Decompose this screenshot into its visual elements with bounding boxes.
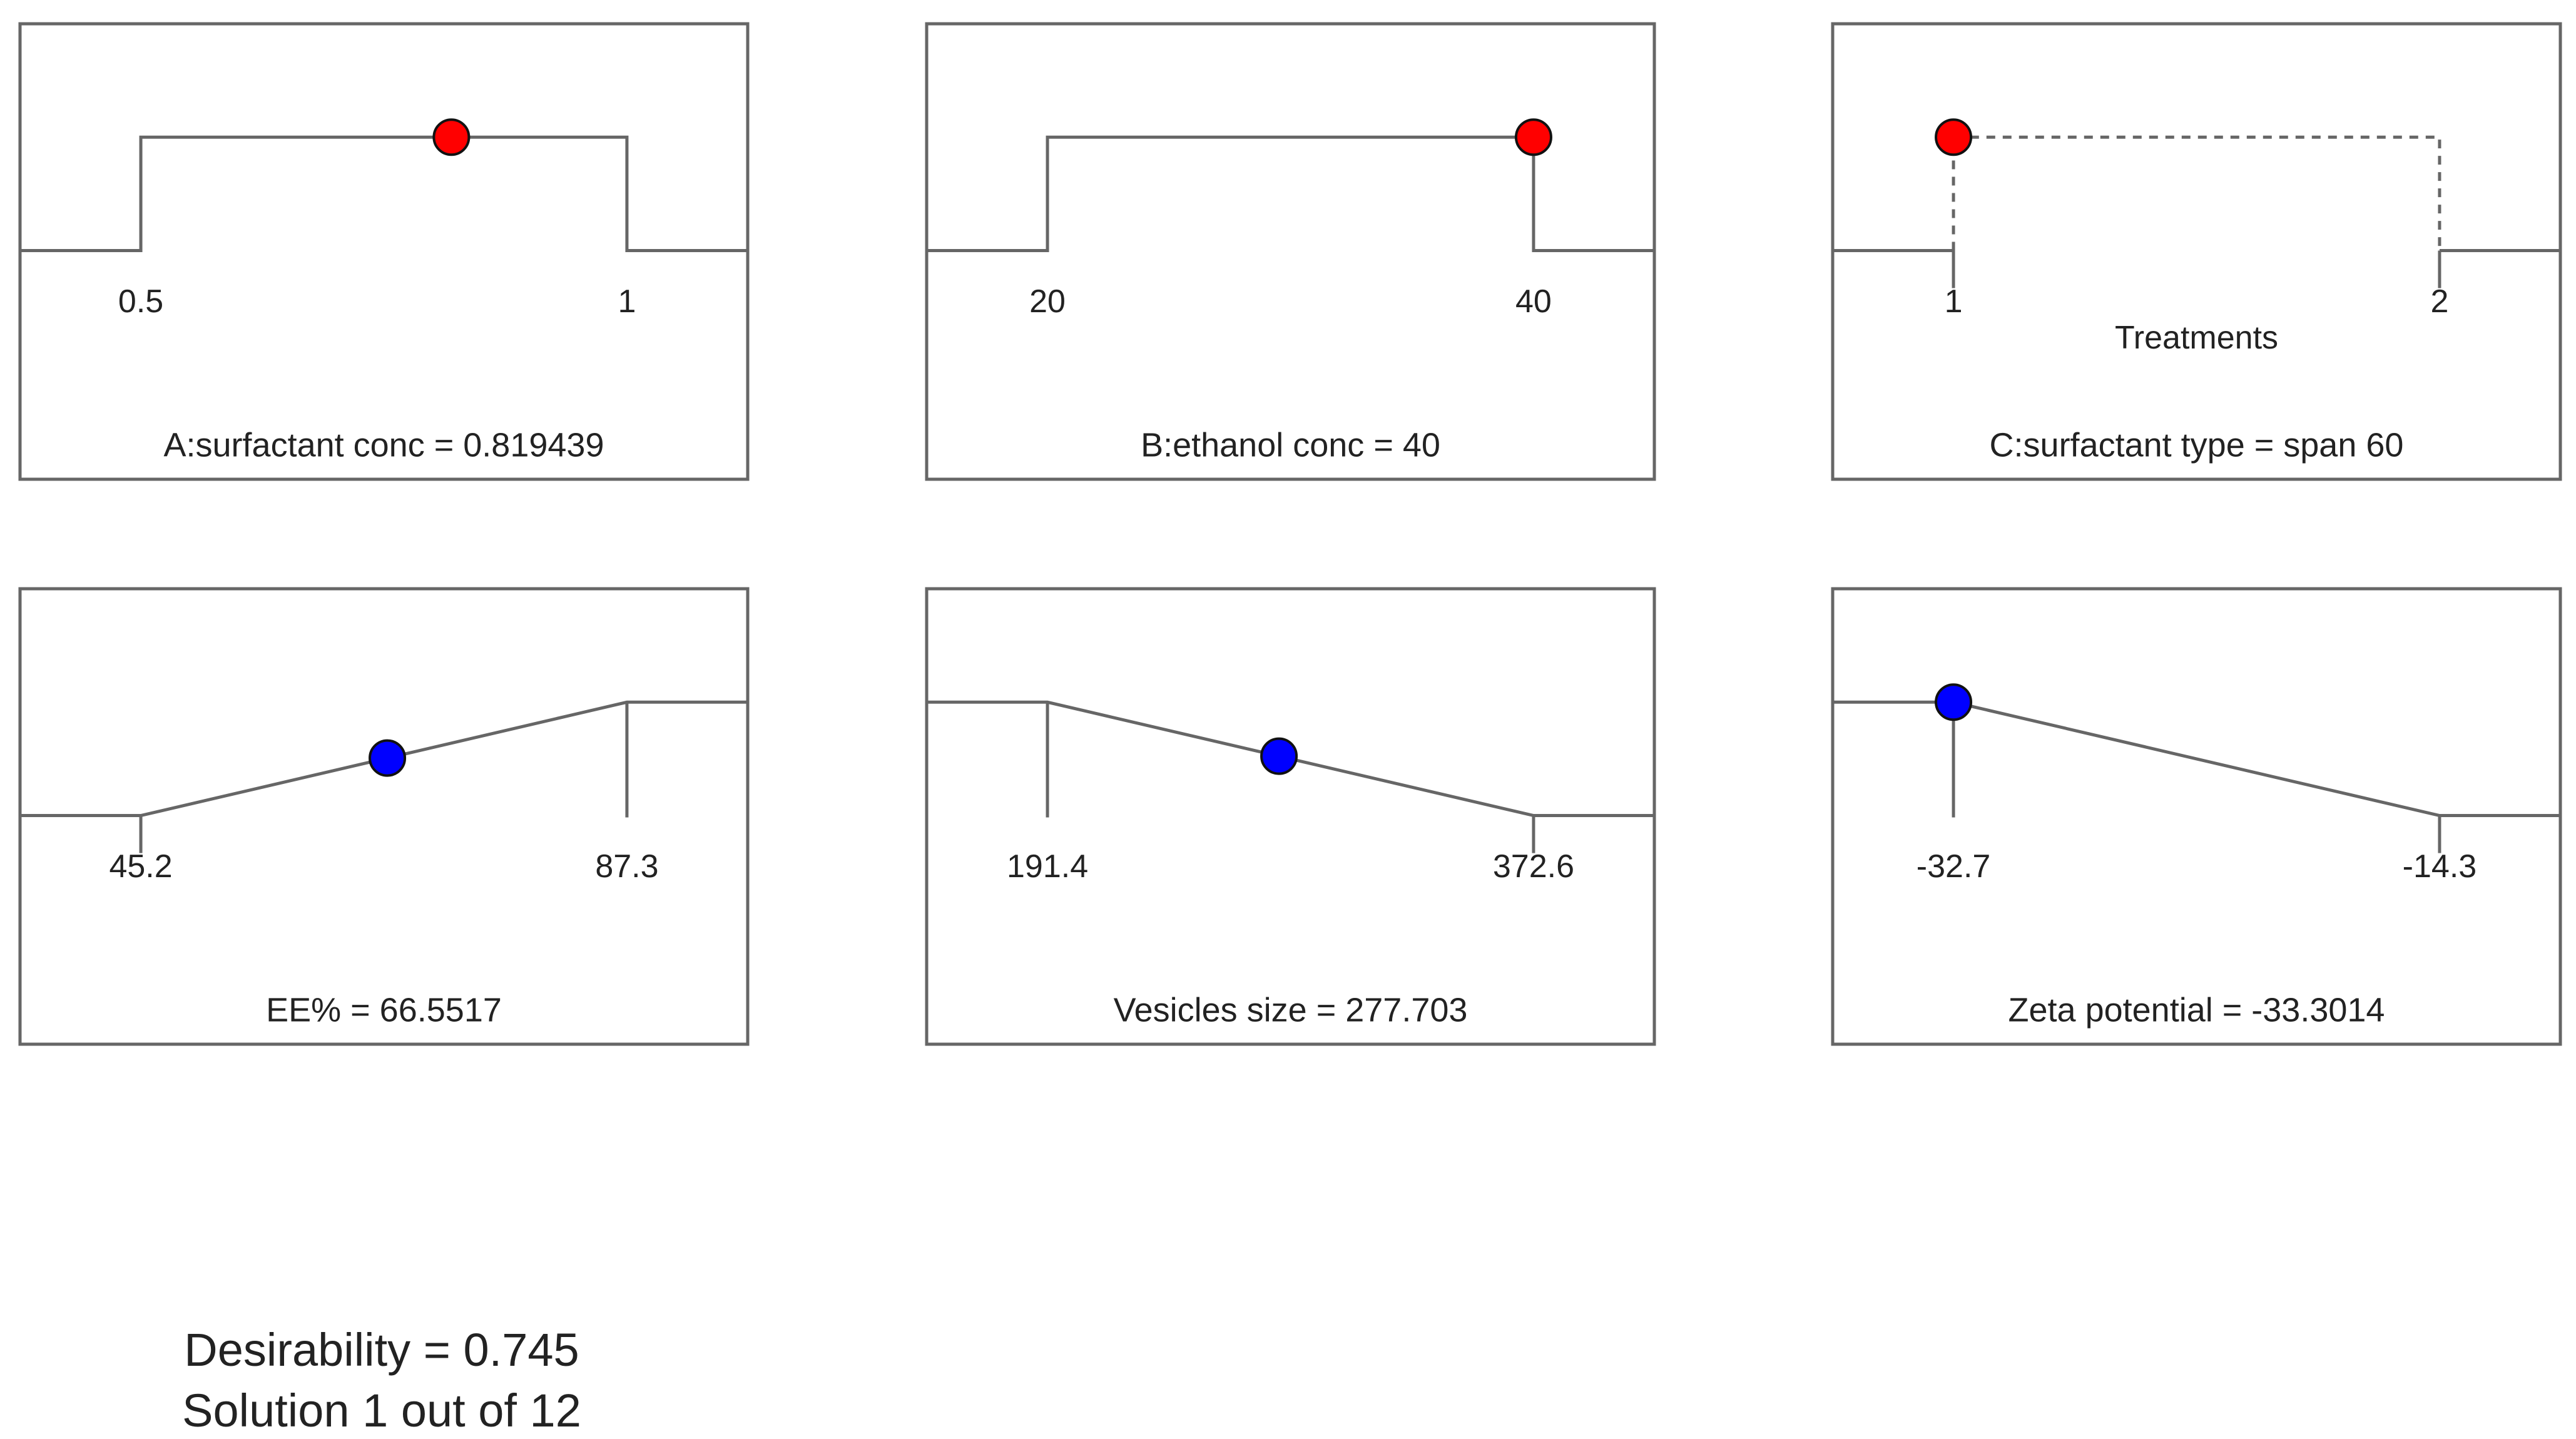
solution-marker <box>1935 683 1973 721</box>
ramp-line-dashed <box>1952 135 2441 251</box>
low-tick-label: 191.4 <box>1007 848 1088 885</box>
panel-caption: Zeta potential = -33.3014 <box>2008 992 2385 1029</box>
panel-6: -32.7 -14.3 Zeta potential = -33.3014 <box>1831 587 2562 1046</box>
panel-caption: EE% = 66.5517 <box>266 992 502 1029</box>
low-tick-label: 1 <box>1945 283 1963 320</box>
panel-caption: B:ethanol conc = 40 <box>1141 427 1440 464</box>
solution-marker <box>369 739 407 777</box>
high-tick-label: -14.3 <box>2403 848 2477 885</box>
low-tick-label: -32.7 <box>1917 848 1991 885</box>
panel-3: 1 2 Treatments C:surfactant type = span 60 <box>1831 22 2562 481</box>
low-tick-label: 45.2 <box>109 848 172 885</box>
solution-marker <box>1260 737 1298 775</box>
panel-5: 191.4 372.6 Vesicles size = 277.703 <box>925 587 1656 1046</box>
panel-caption: A:surfactant conc = 0.819439 <box>164 427 604 464</box>
panel-2: 20 40 B:ethanol conc = 40 <box>925 22 1656 481</box>
low-tick-label: 20 <box>1029 283 1066 320</box>
solution-marker <box>432 118 471 156</box>
ramp-line <box>20 135 748 253</box>
high-tick-label: 1 <box>618 283 636 320</box>
high-tick-label: 2 <box>2430 283 2448 320</box>
axis-title: Treatments <box>2115 320 2278 356</box>
ramp-line <box>927 135 1654 253</box>
panel-1: 0.5 1 A:surfactant conc = 0.819439 <box>18 22 750 481</box>
panel-caption: Vesicles size = 277.703 <box>1114 992 1468 1029</box>
solution-marker <box>1935 118 1973 156</box>
high-tick-label: 40 <box>1515 283 1552 320</box>
panel-caption: C:surfactant type = span 60 <box>1990 427 2404 464</box>
panel-4: 45.2 87.3 EE% = 66.5517 <box>18 587 750 1046</box>
low-tick-label: 0.5 <box>118 283 163 320</box>
desirability-text: Desirability = 0.745 <box>184 1324 579 1376</box>
high-tick-label: 372.6 <box>1493 848 1574 885</box>
high-tick-label: 87.3 <box>595 848 658 885</box>
ramp-line <box>1833 700 2560 818</box>
solution-marker <box>1514 118 1552 156</box>
solution-text: Solution 1 out of 12 <box>182 1385 581 1436</box>
